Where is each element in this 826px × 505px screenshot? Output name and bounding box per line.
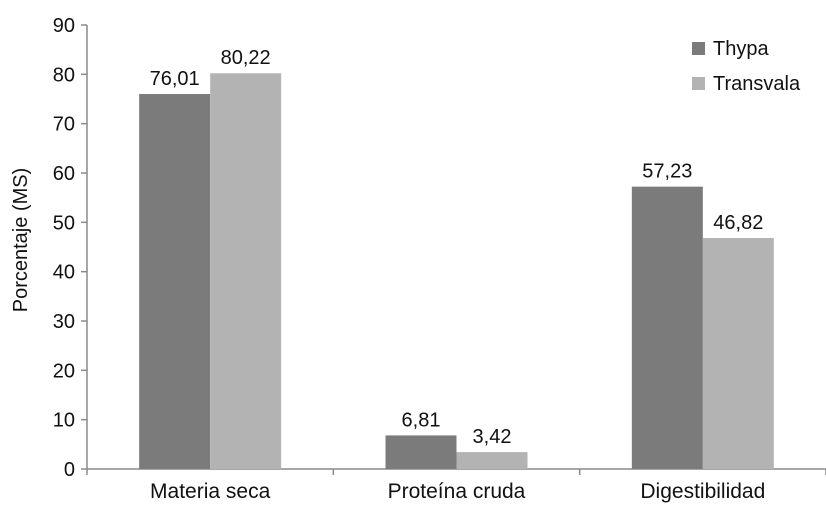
axes: 0 10 20 30 40 50 60 70 80 90 Materia seca Proteína … xyxy=(53,15,826,503)
x-category-label: Materia seca xyxy=(150,480,271,503)
data-label: 6,81 xyxy=(402,409,441,431)
data-label: 3,42 xyxy=(473,426,512,448)
legend-label: Transvala xyxy=(713,73,801,95)
legend: Thypa Transvala xyxy=(692,38,801,95)
bar-thypa xyxy=(385,435,457,469)
data-label: 57,23 xyxy=(642,161,692,183)
data-labels: 76,01 80,22 6,81 3,42 57,23 46,82 xyxy=(150,47,764,448)
y-tick-label: 0 xyxy=(64,459,75,481)
bar-thypa xyxy=(631,186,703,469)
x-category-label: Digestibilidad xyxy=(640,480,765,503)
x-category-label: Proteína cruda xyxy=(388,480,526,503)
y-tick-label: 40 xyxy=(53,262,75,284)
bar-transvala xyxy=(456,452,528,469)
y-axis-title: Porcentaje (MS) xyxy=(10,168,32,313)
y-tick-label: 90 xyxy=(53,15,75,37)
bars xyxy=(139,73,774,470)
y-tick-label: 60 xyxy=(53,163,75,185)
bar-transvala xyxy=(210,73,282,470)
bar-transvala xyxy=(702,238,774,469)
y-tick-label: 80 xyxy=(53,64,75,86)
y-tick-label: 50 xyxy=(53,212,75,234)
y-tick-label: 70 xyxy=(53,114,75,136)
bar-thypa xyxy=(139,94,211,469)
y-tick-label: 20 xyxy=(53,360,75,382)
data-label: 76,01 xyxy=(150,68,200,90)
legend-label: Thypa xyxy=(713,38,769,60)
legend-swatch-transvala xyxy=(692,77,705,90)
legend-swatch-thypa xyxy=(692,42,705,55)
y-tick-label: 10 xyxy=(53,410,75,432)
data-label: 80,22 xyxy=(221,47,271,69)
y-tick-label: 30 xyxy=(53,311,75,333)
data-label: 46,82 xyxy=(713,212,763,234)
